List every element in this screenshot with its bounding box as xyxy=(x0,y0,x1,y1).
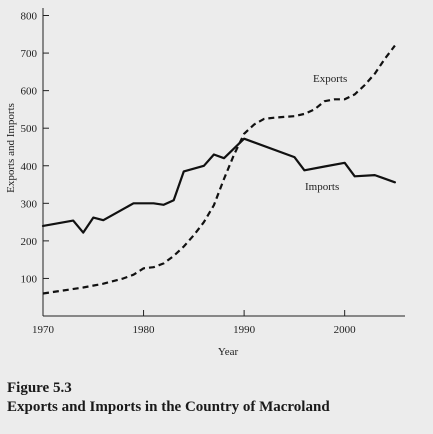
y-tick-label: 400 xyxy=(21,161,38,173)
y-axis: 100 200 300 400 500 600 700 800 xyxy=(21,8,49,316)
figure-number: Figure 5.3 xyxy=(7,380,72,396)
x-axis: 1970 1980 1990 2000 xyxy=(32,310,405,336)
imports-line xyxy=(41,137,396,234)
y-tick-label: 600 xyxy=(21,86,38,98)
x-tick-label: 2000 xyxy=(334,324,357,336)
x-tick-label: 1970 xyxy=(32,324,55,336)
y-axis-title: Exports and Imports xyxy=(5,103,17,193)
series-layer xyxy=(41,44,396,295)
x-axis-title: Year xyxy=(218,346,239,358)
y-tick-label: 700 xyxy=(21,48,38,60)
x-tick-label: 1990 xyxy=(233,324,256,336)
exports-line xyxy=(42,44,396,295)
figure-title: Exports and Imports in the Country of Ma… xyxy=(7,399,330,415)
y-tick-label: 500 xyxy=(21,123,38,135)
exports-series-label: Exports xyxy=(313,73,347,85)
line-chart: 100 200 300 400 500 600 700 800 1970 1980 1990 200… xyxy=(5,8,405,358)
y-tick-label: 200 xyxy=(21,236,38,248)
imports-series-label: Imports xyxy=(305,181,339,193)
y-tick-label: 100 xyxy=(21,273,38,285)
y-tick-label: 800 xyxy=(21,11,38,23)
y-tick-label: 300 xyxy=(21,198,38,210)
x-tick-label: 1980 xyxy=(133,324,156,336)
